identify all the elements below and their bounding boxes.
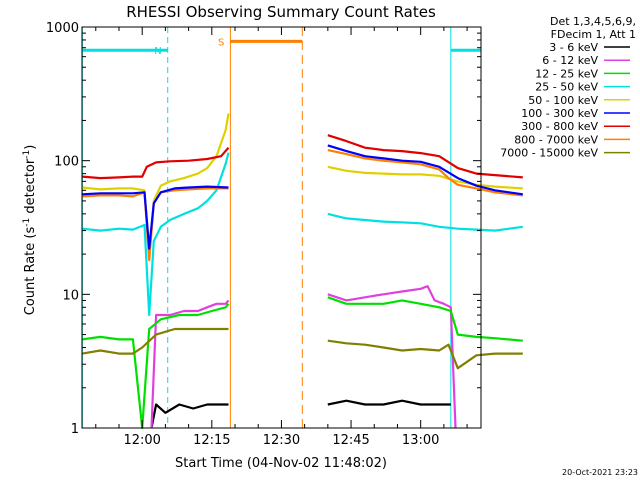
series-line-6-segment-1 (327, 134, 523, 179)
legend-label-5: 100 - 300 keV (521, 107, 598, 120)
chart-title: RHESSI Observing Summary Count Rates (126, 3, 436, 21)
series-line-1-segment-0 (150, 299, 230, 429)
series-line-2-segment-1 (327, 296, 523, 342)
x-tick-label-2: 12:30 (263, 433, 300, 448)
x-tick-label-0: 12:00 (123, 433, 160, 448)
series-line-0-segment-0 (150, 403, 229, 429)
series-line-5-segment-0 (82, 185, 229, 250)
series-line-1-segment-1 (327, 285, 457, 429)
x-tick-label-3: 12:45 (332, 433, 369, 448)
y-axis-label-sup-1: -1 (22, 218, 32, 227)
legend-label-4: 50 - 100 keV (528, 94, 598, 107)
series-line-5-segment-1 (327, 144, 523, 196)
legend-label-8: 7000 - 15000 keV (500, 147, 598, 160)
y-tick-label-2: 100 (54, 155, 79, 170)
y-axis-label-sup-2: -1 (22, 150, 32, 159)
y-axis-label: Count Rate (s-1 detector-1) (22, 145, 38, 316)
legend-label-7: 800 - 7000 keV (514, 133, 598, 146)
legend-label-0: 3 - 6 keV (549, 41, 598, 54)
series-line-3-segment-1 (327, 212, 523, 232)
series-line-8-segment-0 (82, 327, 229, 355)
series-line-6-segment-0 (82, 146, 230, 180)
y-axis-label-part-3: ) (23, 145, 38, 150)
y-tick-label-0: 1 (71, 422, 79, 437)
night-flag-label: N (154, 46, 161, 57)
y-tick-label-1: 10 (62, 288, 79, 303)
timestamp: 20-Oct-2021 23:23 (562, 468, 638, 477)
series-line-0-segment-1 (327, 399, 451, 406)
series-line-8-segment-1 (327, 339, 523, 370)
y-axis-label-part-1: Count Rate (s (23, 227, 38, 316)
series-line-4-segment-0 (82, 113, 230, 256)
legend-label-3: 25 - 50 keV (535, 81, 598, 94)
y-axis: 1 10 100 1000 (46, 21, 481, 437)
x-tick-label-1: 12:15 (193, 433, 230, 448)
legend-label-2: 12 - 25 keV (535, 67, 598, 80)
y-tick-label-3: 1000 (46, 21, 79, 36)
x-tick-label-4: 13:00 (402, 433, 439, 448)
series-line-2-segment-0 (82, 303, 230, 430)
x-axis: 12:00 12:15 12:30 12:45 13:00 (95, 27, 468, 448)
x-axis-label: Start Time (04-Nov-02 11:48:02) (175, 456, 387, 471)
series-line-3-segment-0 (82, 152, 230, 317)
y-axis-label-part-2: detector (23, 158, 38, 218)
series-line-4-segment-1 (327, 165, 523, 190)
legend-label-1: 6 - 12 keV (542, 54, 598, 67)
legend-label-6: 300 - 800 keV (521, 120, 598, 133)
legend-header-line-1: Det 1,3,4,5,6,9, (550, 15, 636, 28)
saa-flag-label: S (218, 37, 224, 48)
series-line-7-segment-1 (327, 149, 523, 197)
series-layer (82, 113, 523, 430)
legend-header-line-2: FDecim 1, Att 1 (551, 28, 636, 41)
